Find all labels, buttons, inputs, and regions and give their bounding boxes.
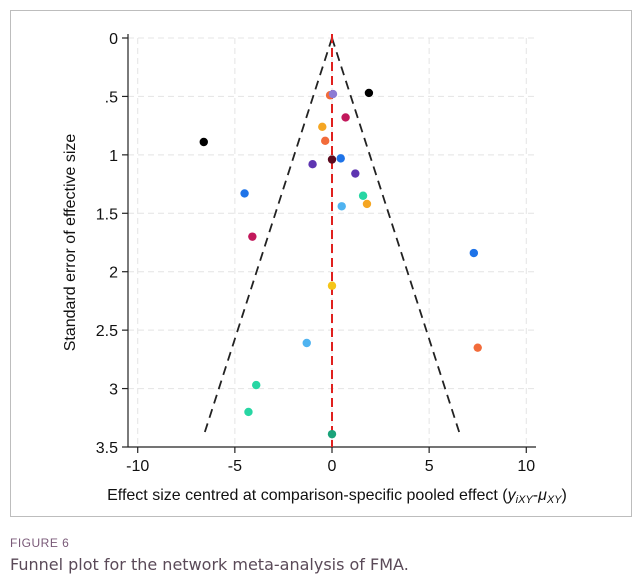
y-tick-label: 0	[109, 31, 118, 48]
study-point	[341, 113, 350, 122]
study-point	[199, 137, 208, 147]
x-axis-title-part: y	[507, 487, 517, 504]
study-point	[473, 343, 482, 352]
x-axis-title-part: iXY	[516, 494, 534, 506]
study-point	[337, 202, 346, 211]
study-point	[308, 160, 317, 169]
y-tick-label: 1.5	[96, 206, 118, 223]
axis-labels: 0 .5 1 1.5 2 2.5 3 3.5 -10 -5 0 5 10 Standard error o…	[62, 31, 567, 506]
y-tick-label: 2	[109, 265, 118, 282]
y-tick-label: .5	[105, 89, 118, 106]
study-point	[336, 154, 345, 163]
figure-label: FIGURE 6	[10, 536, 70, 550]
study-point	[328, 89, 338, 99]
y-tick-label: 2.5	[96, 323, 118, 340]
data-points	[199, 88, 482, 439]
y-tick-label: 1	[109, 148, 118, 165]
x-axis-title-part: μ	[537, 487, 547, 504]
x-tick-label: 0	[328, 458, 337, 475]
study-point	[244, 407, 253, 417]
study-point	[469, 248, 479, 258]
study-point	[318, 122, 327, 132]
x-tick-label: 5	[425, 458, 434, 475]
x-tick-label: 10	[517, 458, 535, 475]
study-point	[362, 199, 372, 209]
x-axis-title-part: -	[533, 487, 538, 504]
y-axis-title: Standard error of effective size	[62, 134, 79, 352]
study-point	[327, 429, 337, 439]
x-axis-title-part: )	[562, 487, 567, 504]
study-point	[252, 380, 261, 390]
study-point	[240, 189, 249, 198]
x-tick-label: -10	[126, 458, 149, 475]
study-point	[351, 169, 360, 178]
x-axis-title: Effect size centred at comparison-specif…	[107, 487, 567, 506]
study-point	[248, 232, 257, 241]
study-point	[364, 88, 374, 98]
study-point	[358, 191, 368, 200]
y-tick-label: 3.5	[96, 440, 118, 457]
funnel-plot: 0 .5 1 1.5 2 2.5 3 3.5 -10 -5 0 5 10 Standard error o…	[62, 31, 567, 506]
y-tick-label: 3	[109, 382, 118, 399]
funnel-lines	[202, 37, 462, 436]
study-point	[321, 136, 330, 146]
study-point	[327, 281, 337, 290]
funnel-right-line	[331, 37, 462, 436]
figure-caption: Funnel plot for the network meta-analysi…	[10, 555, 409, 574]
x-tick-label: -5	[228, 458, 242, 475]
figure-frame	[10, 10, 632, 517]
x-axis-title-part: Effect size centred at comparison-specif…	[107, 487, 508, 504]
x-axis-title-part: XY	[546, 494, 562, 506]
study-point	[302, 338, 311, 348]
funnel-left-line	[202, 37, 333, 436]
study-point	[327, 155, 337, 164]
